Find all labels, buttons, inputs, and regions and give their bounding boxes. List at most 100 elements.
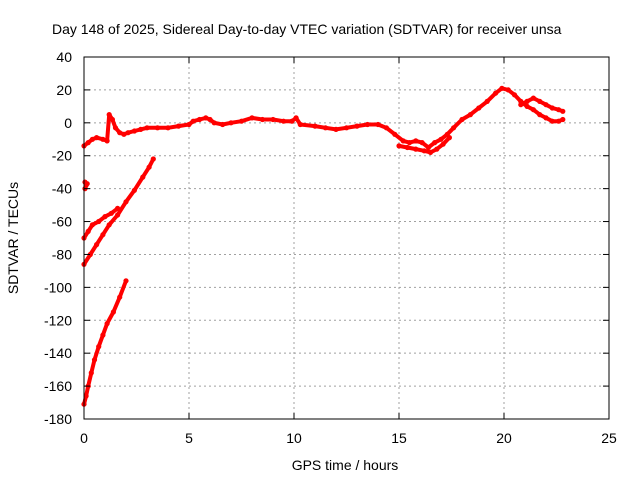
data-point <box>333 126 339 132</box>
data-point <box>91 357 98 363</box>
data-point <box>383 125 389 131</box>
data-point <box>312 123 318 129</box>
series-upper-branch <box>518 95 566 114</box>
series-rising-segment-a <box>81 156 156 267</box>
data-point <box>556 118 562 124</box>
data-point <box>537 112 543 118</box>
data-point <box>413 146 419 152</box>
chart-title: Day 148 of 2025, Sidereal Day-to-day VTE… <box>52 21 562 37</box>
data-point <box>297 121 303 128</box>
data-point <box>89 136 95 142</box>
data-point <box>427 149 434 155</box>
data-point <box>289 118 295 124</box>
data-point <box>83 393 89 399</box>
y-tick-label: -60 <box>52 214 72 230</box>
data-point <box>421 148 427 154</box>
series-arc-near-zero <box>81 205 121 241</box>
data-point <box>400 138 406 144</box>
data-point <box>413 138 419 144</box>
x-tick-label: 15 <box>391 430 407 446</box>
data-point <box>375 121 381 128</box>
data-point <box>228 120 234 126</box>
y-axis-label: SDTVAR / TECUs <box>5 182 21 294</box>
x-tick-label: 20 <box>496 430 512 446</box>
data-point <box>404 144 410 151</box>
x-tick-label: 25 <box>601 430 617 446</box>
data-point <box>419 140 425 146</box>
data-point <box>438 136 444 142</box>
data-point <box>270 116 276 123</box>
y-tick-label: -80 <box>52 246 72 262</box>
data-point <box>110 309 116 315</box>
data-point <box>560 108 566 114</box>
data-point <box>530 95 537 101</box>
x-tick-label: 5 <box>185 430 193 446</box>
axis-ticks: 0 5 10 15 20 25 -180 -160 -140 -120 -100 -80 -60 -40 -… <box>44 49 617 446</box>
data-point <box>432 140 438 146</box>
data-point <box>140 174 146 180</box>
data-point <box>175 123 182 129</box>
data-point <box>87 251 93 258</box>
data-point <box>467 112 473 118</box>
data-point <box>549 118 555 124</box>
data-point <box>154 125 161 131</box>
data-point <box>524 103 530 109</box>
data-point <box>560 116 566 123</box>
data-point <box>84 181 90 187</box>
data-point <box>530 107 537 113</box>
data-point <box>280 118 287 124</box>
series-lower-dip-branch <box>396 135 452 155</box>
data-point <box>165 125 171 131</box>
y-tick-label: -20 <box>52 148 72 164</box>
data-point <box>117 294 123 300</box>
data-point <box>131 128 137 134</box>
data-point <box>505 87 511 93</box>
x-tick-label: 10 <box>286 430 302 446</box>
plot-frame <box>83 56 610 420</box>
data-point <box>434 146 440 152</box>
data-point <box>106 222 112 228</box>
data-point <box>549 105 555 111</box>
data-point <box>123 199 129 205</box>
data-point <box>499 85 505 91</box>
data-point <box>537 98 543 104</box>
data-point <box>104 321 110 327</box>
data-point <box>354 123 360 129</box>
data-point <box>259 116 266 123</box>
data-point <box>186 121 192 128</box>
y-tick-label: -40 <box>52 181 72 197</box>
y-tick-label: -120 <box>44 312 72 328</box>
x-axis-label: GPS time / hours <box>292 457 399 473</box>
data-point <box>100 136 106 142</box>
data-point <box>102 214 108 220</box>
data-point <box>190 118 196 124</box>
data-point <box>322 125 329 131</box>
y-tick-label: 40 <box>56 49 72 65</box>
data-point <box>476 105 482 111</box>
data-point <box>406 140 413 146</box>
data-point <box>146 164 152 170</box>
data-point <box>85 140 91 146</box>
data-point <box>425 144 431 151</box>
y-tick-label: 0 <box>64 115 72 131</box>
data-point <box>144 125 150 131</box>
data-point <box>220 121 226 128</box>
data-point <box>100 332 106 338</box>
data-point <box>94 242 100 248</box>
data-point <box>112 125 119 131</box>
data-point <box>493 90 499 96</box>
data-point <box>125 130 131 136</box>
data-point <box>108 210 114 216</box>
data-point <box>104 138 110 144</box>
data-point <box>440 141 446 147</box>
data-point <box>238 118 245 124</box>
data-point <box>524 98 530 104</box>
data-point <box>85 228 91 234</box>
data-point <box>150 156 156 162</box>
data-point <box>196 116 203 123</box>
data-point <box>249 115 255 121</box>
data-point <box>109 116 115 123</box>
data-point <box>100 232 106 238</box>
data-point <box>484 98 490 104</box>
